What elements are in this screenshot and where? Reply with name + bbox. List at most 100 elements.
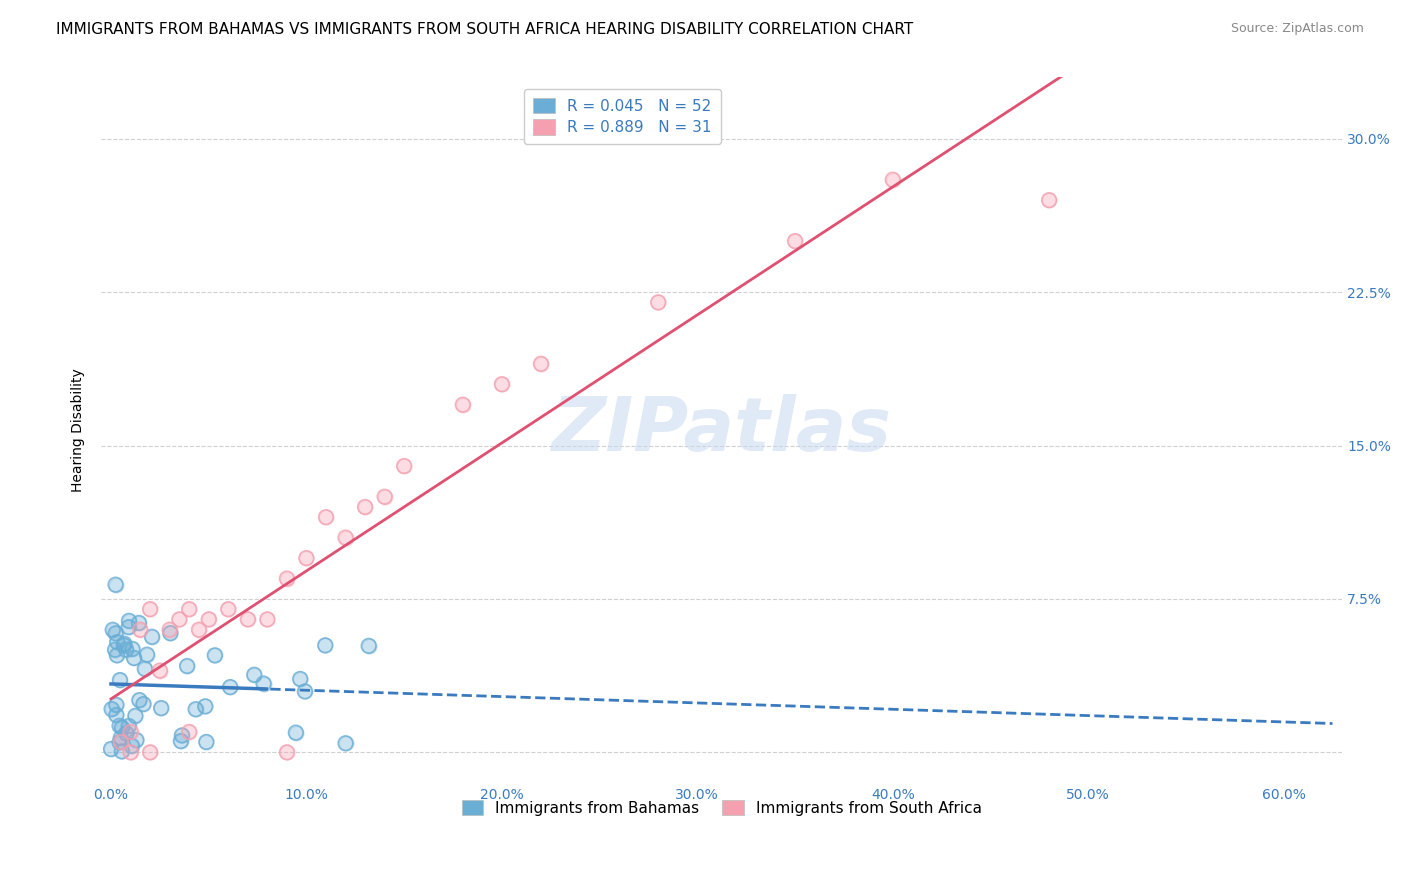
Point xyxy=(100,742,122,756)
Point xyxy=(315,510,337,524)
Point xyxy=(392,458,415,473)
Point xyxy=(195,735,218,749)
Point xyxy=(118,614,141,628)
Point xyxy=(128,615,150,630)
Point xyxy=(284,725,307,739)
Point xyxy=(104,577,127,591)
Point xyxy=(392,458,415,473)
Point xyxy=(179,725,201,739)
Point xyxy=(122,651,145,665)
Point xyxy=(179,725,201,739)
Point xyxy=(335,736,357,750)
Point xyxy=(204,648,226,663)
Point xyxy=(491,377,513,392)
Point xyxy=(530,357,553,371)
Point xyxy=(111,721,134,735)
Point xyxy=(124,708,146,723)
Point xyxy=(117,620,139,634)
Point xyxy=(139,745,162,759)
Point xyxy=(110,735,132,749)
Point xyxy=(150,701,173,715)
Point xyxy=(112,637,135,651)
Point xyxy=(112,637,135,651)
Point xyxy=(111,744,134,758)
Point xyxy=(134,662,156,676)
Point xyxy=(176,659,198,673)
Point xyxy=(105,707,128,722)
Point xyxy=(335,531,357,545)
Point xyxy=(139,745,162,759)
Point xyxy=(104,577,127,591)
Point xyxy=(104,642,127,657)
Point xyxy=(374,490,396,504)
Point xyxy=(451,398,474,412)
Point xyxy=(108,719,131,733)
Point xyxy=(197,612,219,626)
Point xyxy=(128,693,150,707)
Point xyxy=(204,648,226,663)
Point xyxy=(315,510,337,524)
Text: IMMIGRANTS FROM BAHAMAS VS IMMIGRANTS FROM SOUTH AFRICA HEARING DISABILITY CORRE: IMMIGRANTS FROM BAHAMAS VS IMMIGRANTS FR… xyxy=(56,22,914,37)
Point xyxy=(170,734,193,748)
Point xyxy=(530,357,553,371)
Point xyxy=(276,572,298,586)
Point xyxy=(335,736,357,750)
Point xyxy=(451,398,474,412)
Point xyxy=(197,612,219,626)
Point xyxy=(122,651,145,665)
Point xyxy=(219,680,242,694)
Point xyxy=(491,377,513,392)
Point xyxy=(276,745,298,759)
Point xyxy=(1038,193,1060,207)
Point xyxy=(294,684,316,698)
Point xyxy=(128,615,150,630)
Point xyxy=(117,719,139,733)
Point xyxy=(100,702,122,716)
Point xyxy=(112,639,135,653)
Point xyxy=(105,648,128,663)
Point xyxy=(117,719,139,733)
Point xyxy=(136,648,159,662)
Point xyxy=(141,630,163,644)
Point xyxy=(139,602,162,616)
Point xyxy=(243,667,266,681)
Point xyxy=(101,623,124,637)
Point xyxy=(125,733,148,747)
Point xyxy=(121,739,143,753)
Point xyxy=(170,734,193,748)
Point xyxy=(176,659,198,673)
Point xyxy=(184,702,207,716)
Point xyxy=(236,612,259,626)
Point xyxy=(105,698,128,712)
Point xyxy=(187,623,209,637)
Point xyxy=(256,612,278,626)
Point xyxy=(179,602,201,616)
Point xyxy=(783,234,806,248)
Point xyxy=(134,662,156,676)
Point xyxy=(110,731,132,745)
Point xyxy=(125,733,148,747)
Point xyxy=(374,490,396,504)
Point xyxy=(169,612,191,626)
Legend: Immigrants from Bahamas, Immigrants from South Africa: Immigrants from Bahamas, Immigrants from… xyxy=(453,790,991,825)
Point xyxy=(295,551,318,566)
Point xyxy=(252,676,274,690)
Point xyxy=(115,642,138,657)
Point xyxy=(108,673,131,687)
Point xyxy=(179,602,201,616)
Point xyxy=(187,623,209,637)
Point xyxy=(111,744,134,758)
Point xyxy=(105,698,128,712)
Point xyxy=(105,648,128,663)
Point xyxy=(121,641,143,656)
Point xyxy=(149,664,172,678)
Point xyxy=(195,735,218,749)
Point xyxy=(335,531,357,545)
Point xyxy=(290,672,312,686)
Point xyxy=(121,641,143,656)
Point xyxy=(110,735,132,749)
Point xyxy=(108,735,131,749)
Point xyxy=(104,626,127,640)
Point xyxy=(100,702,122,716)
Point xyxy=(108,673,131,687)
